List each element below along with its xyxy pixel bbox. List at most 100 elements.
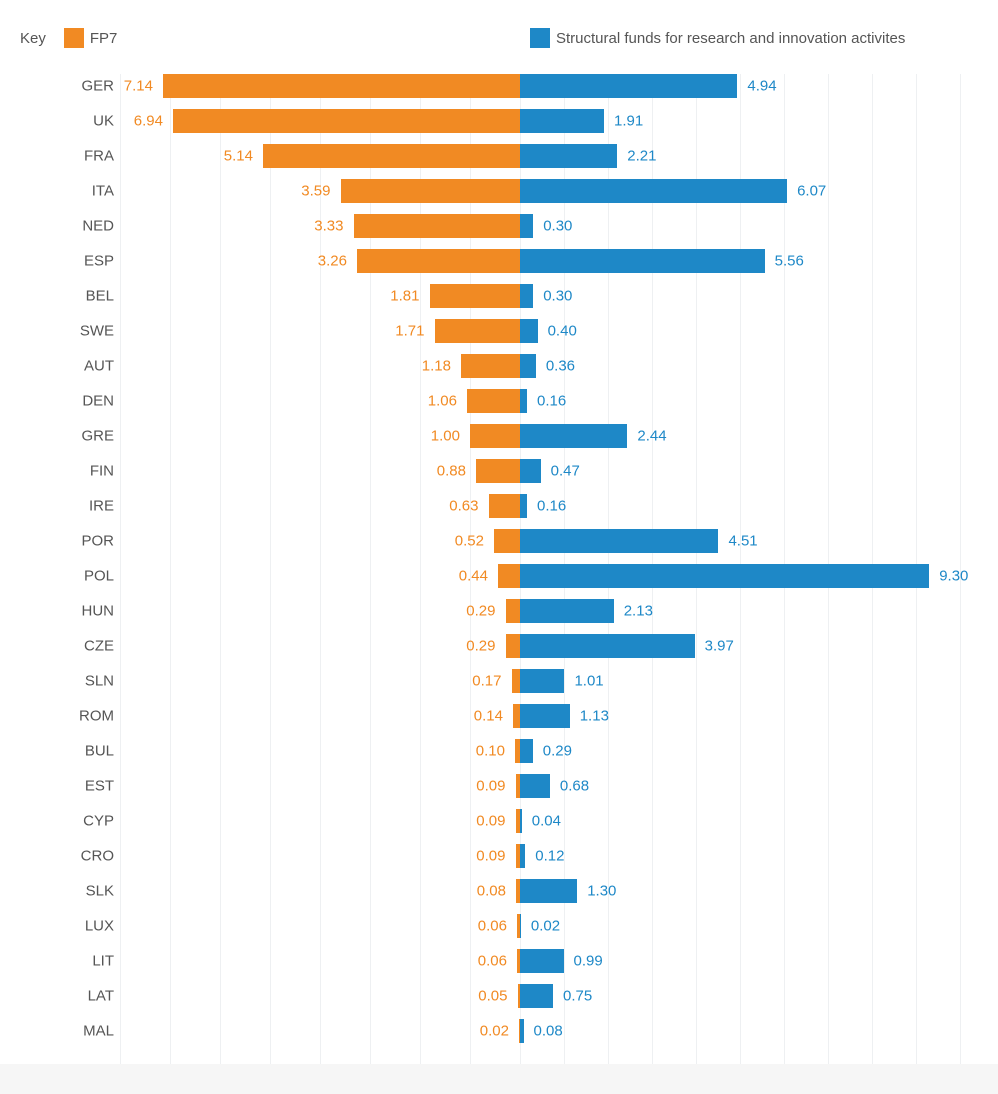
country-label: LIT xyxy=(20,953,120,970)
value-label-right: 0.40 xyxy=(548,323,577,340)
value-label-left: 0.06 xyxy=(478,953,507,970)
chart-row: LAT0.050.75 xyxy=(20,984,978,1008)
value-label-right: 4.94 xyxy=(747,78,776,95)
bar-right xyxy=(520,984,553,1008)
bar-right xyxy=(520,74,737,98)
country-label: CYP xyxy=(20,813,120,830)
value-label-left: 3.59 xyxy=(301,183,330,200)
chart-row: HUN0.292.13 xyxy=(20,599,978,623)
value-label-right: 5.56 xyxy=(775,253,804,270)
bar-right xyxy=(520,459,541,483)
country-label: LAT xyxy=(20,988,120,1005)
chart-row: CYP0.090.04 xyxy=(20,809,978,833)
chart-row: LUX0.060.02 xyxy=(20,914,978,938)
value-label-right: 1.91 xyxy=(614,113,643,130)
bar-right xyxy=(520,144,617,168)
country-label: ITA xyxy=(20,183,120,200)
value-label-right: 1.13 xyxy=(580,708,609,725)
legend-swatch-left xyxy=(64,28,84,48)
legend-key-label: Key xyxy=(20,30,46,47)
bar-right xyxy=(520,214,533,238)
bar-right xyxy=(520,319,538,343)
country-label: SLN xyxy=(20,673,120,690)
value-label-left: 0.52 xyxy=(455,533,484,550)
bar-left xyxy=(163,74,520,98)
country-label: FIN xyxy=(20,463,120,480)
value-label-right: 3.97 xyxy=(705,638,734,655)
country-label: SLK xyxy=(20,883,120,900)
country-label: GRE xyxy=(20,428,120,445)
chart-plot-area: GER7.144.94UK6.941.91FRA5.142.21ITA3.596… xyxy=(20,74,978,1064)
bar-left xyxy=(513,704,520,728)
country-label: IRE xyxy=(20,498,120,515)
value-label-right: 1.30 xyxy=(587,883,616,900)
value-label-right: 0.75 xyxy=(563,988,592,1005)
bar-left xyxy=(470,424,520,448)
value-label-left: 1.06 xyxy=(428,393,457,410)
value-label-right: 2.44 xyxy=(637,428,666,445)
country-label: BUL xyxy=(20,743,120,760)
value-label-right: 1.01 xyxy=(574,673,603,690)
bar-right xyxy=(520,634,695,658)
legend-item-left: FP7 xyxy=(64,28,118,48)
chart-row: IRE0.630.16 xyxy=(20,494,978,518)
value-label-left: 0.08 xyxy=(477,883,506,900)
country-label: ROM xyxy=(20,708,120,725)
value-label-right: 0.16 xyxy=(537,393,566,410)
bar-left xyxy=(467,389,520,413)
bar-right xyxy=(520,669,564,693)
chart-footer-band xyxy=(0,1064,998,1094)
chart-row: ROM0.141.13 xyxy=(20,704,978,728)
diverging-bar-chart: Key FP7 Structural funds for research an… xyxy=(0,0,998,1094)
value-label-right: 0.08 xyxy=(534,1023,563,1040)
legend-label-left: FP7 xyxy=(90,30,118,47)
chart-row: GRE 1.00 2.44 xyxy=(20,424,978,448)
country-label: ESP xyxy=(20,253,120,270)
bar-left xyxy=(494,529,520,553)
bar-right xyxy=(520,809,522,833)
chart-legend: Key FP7 Structural funds for research an… xyxy=(20,20,978,56)
bar-right xyxy=(520,739,533,763)
value-label-right: 4.51 xyxy=(728,533,757,550)
bar-right xyxy=(520,109,604,133)
bar-right xyxy=(520,949,564,973)
chart-row: EST0.090.68 xyxy=(20,774,978,798)
bar-right xyxy=(520,424,627,448)
value-label-right: 6.07 xyxy=(797,183,826,200)
bar-right xyxy=(520,599,614,623)
chart-rows: GER7.144.94UK6.941.91FRA5.142.21ITA3.596… xyxy=(20,74,978,1064)
bar-left xyxy=(461,354,520,378)
country-label: LUX xyxy=(20,918,120,935)
country-label: CZE xyxy=(20,638,120,655)
bar-right xyxy=(520,704,570,728)
value-label-left: 3.26 xyxy=(318,253,347,270)
value-label-left: 0.17 xyxy=(472,673,501,690)
value-label-left: 7.14 xyxy=(124,78,153,95)
bar-left xyxy=(476,459,520,483)
chart-row: UK 6.94 1.91 xyxy=(20,109,978,133)
bar-right xyxy=(520,774,550,798)
value-label-left: 0.29 xyxy=(466,603,495,620)
value-label-right: 0.16 xyxy=(537,498,566,515)
value-label-left: 1.00 xyxy=(431,428,460,445)
country-label: MAL xyxy=(20,1023,120,1040)
chart-row: FIN0.880.47 xyxy=(20,459,978,483)
legend-item-right: Structural funds for research and innova… xyxy=(530,28,905,48)
country-label: FRA xyxy=(20,148,120,165)
country-label: HUN xyxy=(20,603,120,620)
value-label-left: 1.71 xyxy=(395,323,424,340)
country-label: CRO xyxy=(20,848,120,865)
value-label-right: 9.30 xyxy=(939,568,968,585)
chart-row: BUL 0.10 0.29 xyxy=(20,739,978,763)
bar-right xyxy=(520,354,536,378)
value-label-left: 0.10 xyxy=(476,743,505,760)
country-label: POR xyxy=(20,533,120,550)
bar-right xyxy=(520,284,533,308)
bar-left xyxy=(435,319,521,343)
country-label: UK xyxy=(20,113,120,130)
value-label-left: 6.94 xyxy=(134,113,163,130)
value-label-right: 0.29 xyxy=(543,743,572,760)
bar-left xyxy=(512,669,521,693)
chart-row: POR 0.52 4.51 xyxy=(20,529,978,553)
value-label-left: 0.02 xyxy=(480,1023,509,1040)
